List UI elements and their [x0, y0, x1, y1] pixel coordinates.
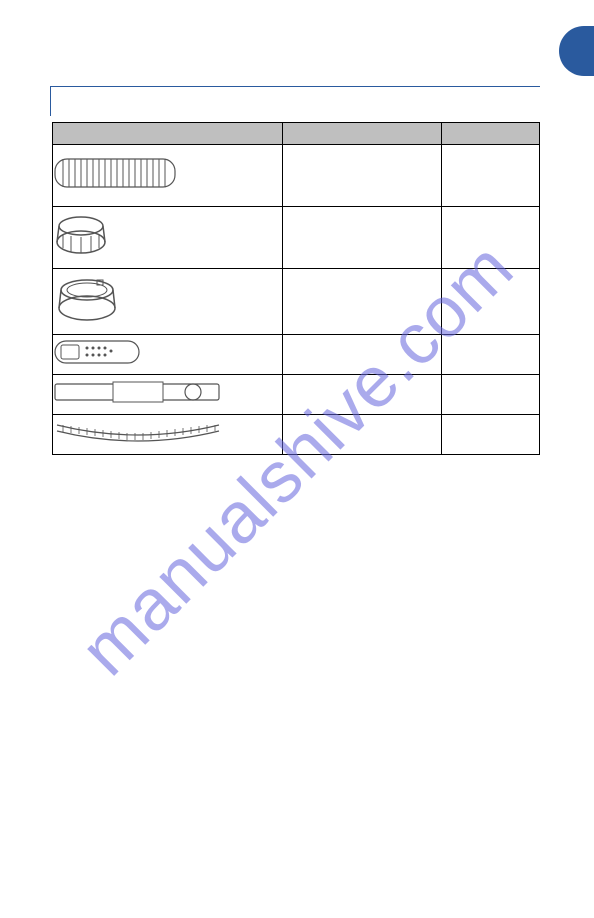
- cell-qty: [442, 375, 540, 415]
- hose-icon: [53, 153, 193, 198]
- page-tab: [559, 26, 594, 76]
- cell-qty: [442, 335, 540, 375]
- cell-qty: [442, 207, 540, 269]
- table-row: [53, 375, 540, 415]
- cell-desc: [282, 375, 441, 415]
- drain-hose-icon: [53, 419, 223, 450]
- cell-desc: [282, 415, 441, 455]
- table-row: [53, 269, 540, 335]
- section-title-rule: [50, 86, 540, 116]
- table-row: [53, 335, 540, 375]
- cell-desc: [282, 207, 441, 269]
- table-row: [53, 415, 540, 455]
- table-header-row: [53, 123, 540, 145]
- remote-icon: [53, 337, 143, 372]
- cell-image: [53, 269, 283, 335]
- cell-qty: [442, 145, 540, 207]
- table-header-1: [53, 123, 283, 145]
- table-header-2: [282, 123, 441, 145]
- cell-qty: [442, 269, 540, 335]
- cell-image: [53, 207, 283, 269]
- cell-qty: [442, 415, 540, 455]
- window-kit-icon: [53, 378, 223, 411]
- cell-desc: [282, 269, 441, 335]
- adapter-a-icon: [53, 212, 113, 263]
- cell-desc: [282, 335, 441, 375]
- table-row: [53, 207, 540, 269]
- cell-image: [53, 145, 283, 207]
- adapter-b-icon: [53, 274, 123, 329]
- table-row: [53, 145, 540, 207]
- cell-image: [53, 415, 283, 455]
- accessories-table: [52, 122, 540, 455]
- cell-desc: [282, 145, 441, 207]
- cell-image: [53, 335, 283, 375]
- cell-image: [53, 375, 283, 415]
- table-header-3: [442, 123, 540, 145]
